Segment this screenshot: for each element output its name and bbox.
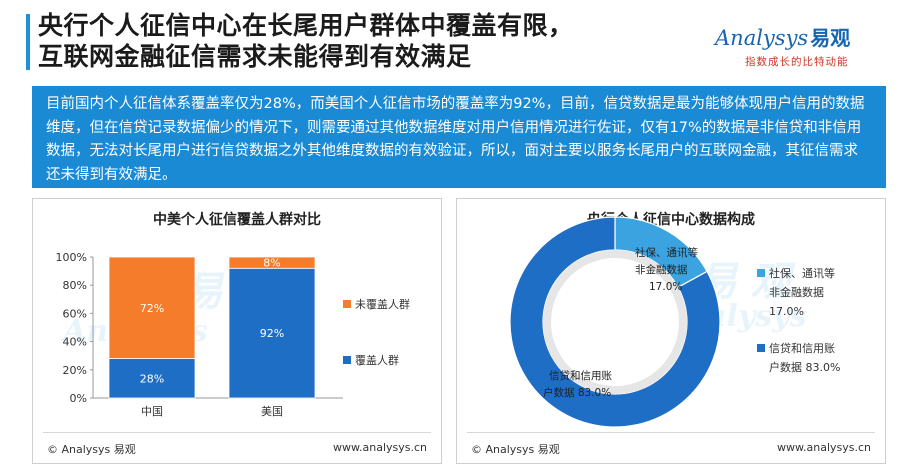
legend-label: 未覆盖人群 [355,297,410,311]
analysys-logo: Analysys 易观 指数成长的比特动能 [715,22,890,72]
page-title-line-1: 央行个人征信中心在长尾用户群体中覆盖有限， [38,11,574,40]
footer-copyright: © Analysys 易观 [47,443,136,456]
slice-label-nonfinancial: 非金融数据 [635,263,688,276]
y-tick-label: 40% [63,336,87,349]
legend-swatch [343,300,351,308]
summary-text: 目前国内个人征信体系覆盖率仅为28%，而美国个人征信市场的覆盖率为92%，目前，… [46,96,865,183]
title-accent-bar [26,14,30,70]
y-tick-label: 60% [63,307,87,320]
bar-segment-uncovered [108,256,196,359]
footer-website: www.analysys.cn [777,441,871,454]
legend-swatch [757,344,765,352]
footer-copyright: © Analysys 易观 [471,443,560,456]
legend-label: 17.0% [769,305,804,318]
bar-segment-covered [228,267,316,399]
legend-label: 信贷和信用账 [769,341,835,355]
legend-label: 社保、通讯等 [769,266,835,280]
page-title-line-2: 互联网金融征信需求未能得到有效满足 [38,42,472,71]
coverage-chart-title: 中美个人征信覆盖人群对比 [153,212,321,228]
legend-swatch [757,269,765,277]
x-tick-label: 中国 [141,405,163,418]
slice-label-credit: 信贷和信用账 [549,369,612,382]
logo-brand-cn: 易观 [810,26,851,50]
bar-data-label: 8% [263,257,280,270]
bar-segment-covered [108,358,196,399]
summary-box: 目前国内个人征信体系覆盖率仅为28%，而美国个人征信市场的覆盖率为92%，目前，… [32,86,886,188]
y-tick-label: 20% [63,364,87,377]
x-tick-label: 美国 [261,405,283,418]
composition-chart-panel: 易 观 alysys 央行个人征信中心数据构成 社保、通讯等 非金融数据 17.0%… [456,198,886,464]
coverage-chart-panel: 易 观 Analysys 中美个人征信覆盖人群对比 0%20%40%60%80%… [32,198,442,464]
logo-wordmark: Analysys 易观 [715,22,890,51]
bar-segment-uncovered [228,256,316,269]
legend-label: 覆盖人群 [355,353,399,367]
page-title: 央行个人征信中心在长尾用户群体中覆盖有限， 互联网金融征信需求未能得到有效满足 [38,10,678,72]
y-tick-label: 0% [70,392,87,405]
donut-inner-ring [543,250,687,394]
legend-swatch [343,356,351,364]
bar-data-label: 92% [260,327,284,340]
slice-label-nonfinancial: 17.0% [649,281,682,293]
coverage-bar-chart: 0% 20% 40% 60% 80% 100% 28% 72% 中国 92% 8% 美国 未覆盖人群覆盖… [56,251,410,418]
y-tick-label: 80% [63,279,87,292]
y-tick-label: 100% [56,251,87,264]
legend-label: 户数据 83.0% [769,360,840,374]
panel-divider [467,432,875,433]
bar-data-label: 72% [140,302,164,315]
logo-slogan: 指数成长的比特动能 [745,56,849,68]
logo-brand: Analysys [715,26,809,50]
slice-label-credit: 户数据 83.0% [543,386,611,399]
footer-website: www.analysys.cn [333,441,427,454]
panel-divider [43,432,431,433]
bar-data-label: 28% [140,372,164,385]
slice-label-nonfinancial: 社保、通讯等 [635,246,698,259]
legend-label: 非金融数据 [769,285,824,299]
